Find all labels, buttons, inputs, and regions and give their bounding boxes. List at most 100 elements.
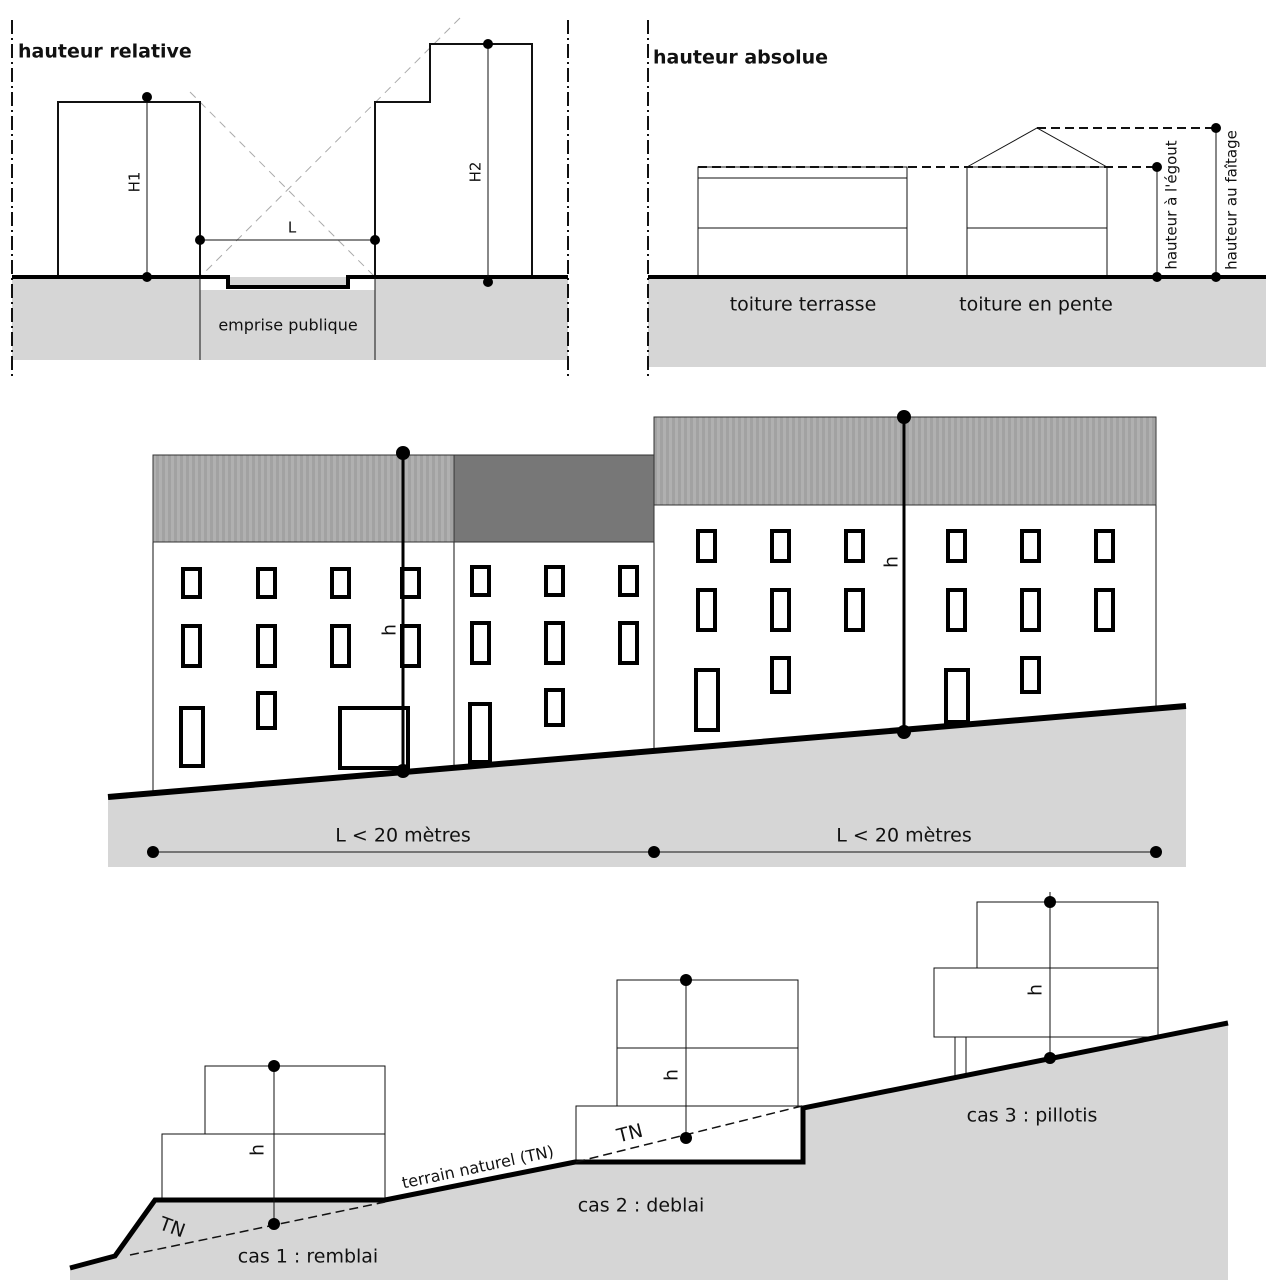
window xyxy=(400,624,421,668)
shape xyxy=(616,979,799,1049)
shape xyxy=(648,277,1266,367)
shape xyxy=(680,1132,692,1144)
shape xyxy=(897,410,911,424)
shape xyxy=(142,272,152,282)
label: L xyxy=(288,219,297,237)
shape xyxy=(396,764,410,778)
shape xyxy=(195,235,205,245)
shape xyxy=(1152,272,1162,282)
shape xyxy=(933,967,1159,1038)
shape xyxy=(648,846,660,858)
label: cas 1 : remblai xyxy=(238,1246,378,1268)
window xyxy=(256,567,277,599)
window xyxy=(338,706,410,770)
shape xyxy=(108,706,1186,867)
shape xyxy=(697,166,908,278)
label: toiture en pente xyxy=(959,294,1113,316)
window xyxy=(1094,529,1115,563)
window xyxy=(256,624,277,668)
shape xyxy=(147,846,159,858)
shape xyxy=(152,454,455,543)
title: hauteur absolue xyxy=(653,47,828,69)
window xyxy=(770,529,791,563)
window xyxy=(179,706,205,768)
window xyxy=(1020,656,1041,694)
window xyxy=(694,668,720,732)
shape xyxy=(179,529,1115,770)
label: L < 20 mètres xyxy=(335,825,470,847)
shape xyxy=(483,39,493,49)
relative-panel: hauteur relative H1 H2 L emprise publiqu… xyxy=(11,17,569,380)
shape xyxy=(966,127,1108,168)
shape xyxy=(1044,896,1056,908)
window xyxy=(470,565,491,597)
label: L < 20 mètres xyxy=(836,825,971,847)
window xyxy=(696,529,717,563)
window xyxy=(944,668,970,724)
window xyxy=(946,588,967,632)
label: h xyxy=(881,556,903,568)
window xyxy=(1020,588,1041,632)
label: H2 xyxy=(467,162,485,183)
window xyxy=(946,529,967,563)
shape xyxy=(57,101,201,278)
label: h xyxy=(247,1144,269,1156)
label: h xyxy=(1025,984,1047,996)
window xyxy=(468,702,492,764)
shape xyxy=(370,235,380,245)
label: hauteur au faîtage xyxy=(1223,130,1241,270)
shape xyxy=(129,1201,386,1256)
street-panel: h h L < 20 mètres L < 20 mètres xyxy=(107,410,1187,867)
window xyxy=(844,588,865,632)
shape xyxy=(897,725,911,739)
label: TN xyxy=(614,1120,645,1148)
window xyxy=(618,565,639,597)
window xyxy=(1020,529,1041,563)
shape xyxy=(1211,272,1221,282)
absolute-panel: hauteur absolue toiture terrasse toiture… xyxy=(647,20,1266,380)
shape xyxy=(12,275,568,289)
shape xyxy=(69,1020,1229,1271)
label: h xyxy=(661,1069,683,1081)
shape xyxy=(142,92,152,102)
window xyxy=(330,624,351,668)
window xyxy=(470,621,491,665)
title: hauteur relative xyxy=(18,41,192,63)
shape xyxy=(268,1218,280,1230)
shape xyxy=(1044,1052,1056,1064)
window xyxy=(544,621,565,665)
label: toiture terrasse xyxy=(730,294,877,316)
shape xyxy=(189,91,376,278)
shape xyxy=(453,454,655,543)
slope-panel: TN h cas 1 : remblai terrain naturel (TN… xyxy=(69,892,1229,1280)
shape xyxy=(396,446,410,460)
window xyxy=(544,688,565,727)
shape xyxy=(199,17,461,278)
shape xyxy=(483,277,493,287)
window xyxy=(400,567,421,599)
shape xyxy=(976,901,1159,969)
window xyxy=(181,624,202,668)
window xyxy=(330,567,351,599)
shape xyxy=(204,1065,386,1135)
window xyxy=(844,529,865,563)
shape xyxy=(966,166,1108,278)
label: emprise publique xyxy=(218,316,357,335)
shape xyxy=(70,1023,1228,1280)
shape xyxy=(1152,162,1162,172)
window xyxy=(618,621,639,665)
shape xyxy=(268,1060,280,1072)
shape xyxy=(107,703,1187,800)
window xyxy=(181,567,202,599)
label: hauteur à l'égout xyxy=(1163,140,1181,269)
shape xyxy=(680,974,692,986)
shape xyxy=(12,277,568,360)
window xyxy=(770,588,791,632)
window xyxy=(544,565,565,597)
label: cas 2 : deblai xyxy=(578,1195,705,1217)
window xyxy=(1094,588,1115,632)
shape xyxy=(1211,123,1221,133)
shape xyxy=(616,1047,799,1107)
label: H1 xyxy=(126,172,144,193)
